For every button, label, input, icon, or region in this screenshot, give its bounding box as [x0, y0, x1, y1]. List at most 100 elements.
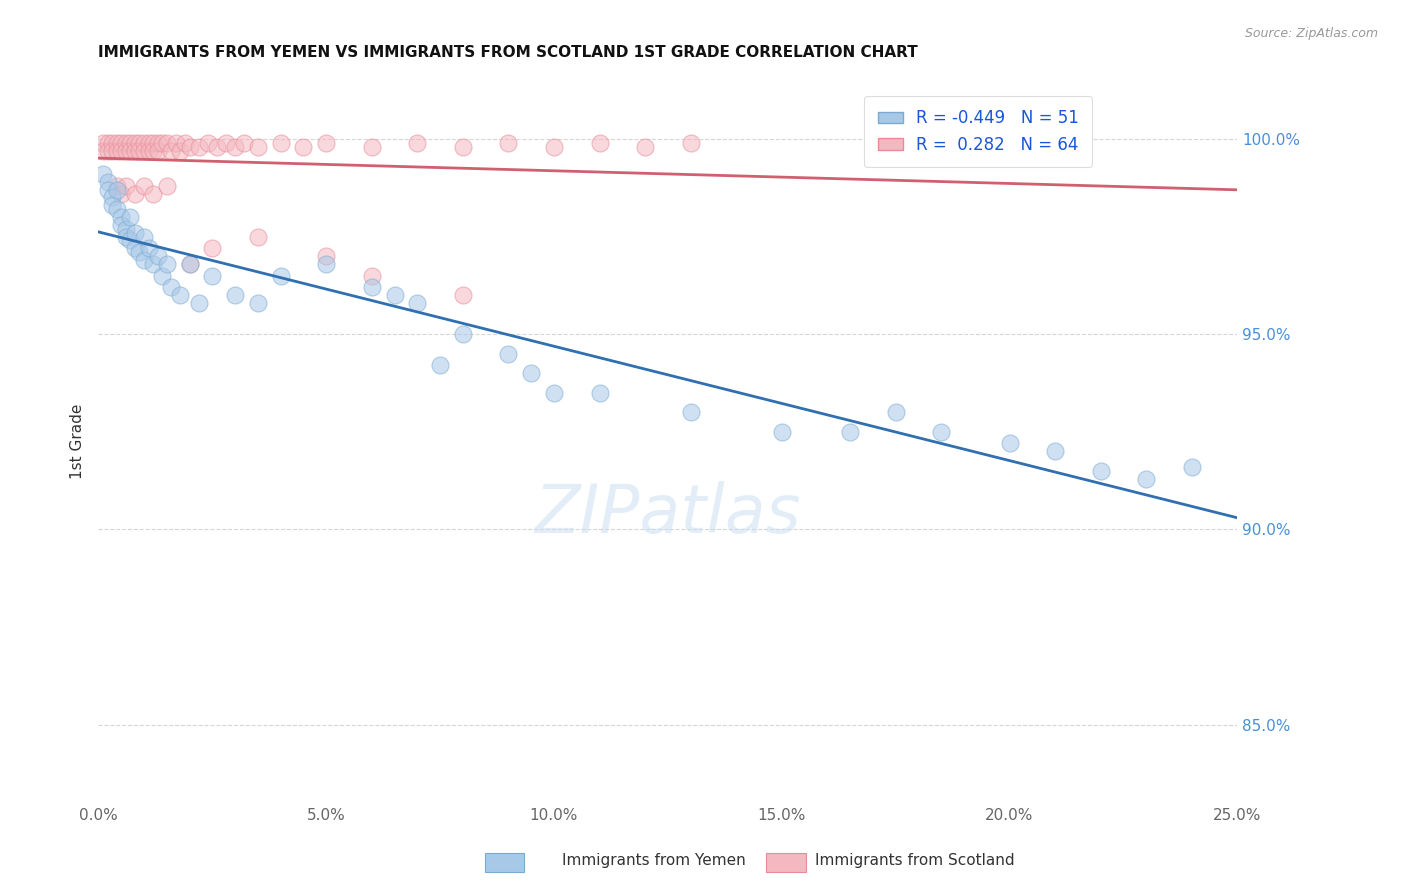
- Point: [543, 139, 565, 153]
- Point: [315, 257, 337, 271]
- Point: [406, 296, 429, 310]
- Point: [246, 229, 269, 244]
- Point: [197, 136, 219, 150]
- Point: [201, 241, 224, 255]
- Point: [839, 425, 862, 439]
- Point: [146, 136, 169, 150]
- Point: [105, 136, 128, 150]
- Point: [132, 144, 155, 158]
- Point: [360, 280, 382, 294]
- Text: IMMIGRANTS FROM YEMEN VS IMMIGRANTS FROM SCOTLAND 1ST GRADE CORRELATION CHART: IMMIGRANTS FROM YEMEN VS IMMIGRANTS FROM…: [98, 45, 918, 60]
- Point: [128, 136, 150, 150]
- Point: [142, 144, 165, 158]
- Point: [142, 257, 165, 271]
- Point: [179, 257, 201, 271]
- Point: [270, 136, 292, 150]
- Point: [96, 175, 118, 189]
- Text: Immigrants from Yemen: Immigrants from Yemen: [562, 854, 747, 868]
- Point: [679, 136, 702, 150]
- Point: [406, 136, 429, 150]
- Point: [91, 167, 114, 181]
- Point: [770, 425, 793, 439]
- Point: [124, 136, 146, 150]
- Point: [132, 229, 155, 244]
- Point: [128, 144, 150, 158]
- Point: [1090, 464, 1112, 478]
- Point: [1043, 444, 1066, 458]
- Point: [120, 144, 142, 158]
- Point: [132, 136, 155, 150]
- Point: [105, 202, 128, 216]
- Point: [179, 257, 201, 271]
- Point: [451, 288, 474, 302]
- Point: [360, 139, 382, 153]
- Point: [588, 136, 610, 150]
- Point: [205, 139, 228, 153]
- Point: [169, 288, 191, 302]
- Point: [679, 405, 702, 419]
- Point: [101, 136, 124, 150]
- Point: [138, 136, 160, 150]
- Point: [160, 280, 183, 294]
- Point: [124, 241, 146, 255]
- Point: [884, 405, 907, 419]
- Point: [246, 296, 269, 310]
- Point: [91, 144, 114, 158]
- Point: [138, 241, 160, 255]
- Point: [138, 144, 160, 158]
- Point: [150, 268, 173, 283]
- Point: [224, 139, 246, 153]
- Point: [165, 136, 187, 150]
- Point: [96, 136, 118, 150]
- Point: [114, 221, 136, 235]
- Point: [101, 190, 124, 204]
- Point: [360, 268, 382, 283]
- Point: [215, 136, 238, 150]
- Point: [233, 136, 256, 150]
- Point: [187, 296, 209, 310]
- Point: [110, 144, 132, 158]
- Point: [105, 178, 128, 193]
- Point: [105, 183, 128, 197]
- Point: [270, 268, 292, 283]
- Point: [96, 183, 118, 197]
- Point: [156, 178, 179, 193]
- Point: [146, 144, 169, 158]
- Point: [124, 226, 146, 240]
- Point: [120, 136, 142, 150]
- Point: [91, 136, 114, 150]
- Point: [224, 288, 246, 302]
- Point: [132, 252, 155, 267]
- Point: [142, 186, 165, 201]
- Point: [114, 178, 136, 193]
- Point: [110, 136, 132, 150]
- Point: [1181, 459, 1204, 474]
- Point: [634, 139, 657, 153]
- Point: [543, 385, 565, 400]
- Point: [179, 139, 201, 153]
- Point: [124, 186, 146, 201]
- Point: [588, 385, 610, 400]
- Text: Source: ZipAtlas.com: Source: ZipAtlas.com: [1244, 27, 1378, 40]
- Point: [187, 139, 209, 153]
- Point: [114, 136, 136, 150]
- Point: [156, 257, 179, 271]
- Point: [96, 144, 118, 158]
- Point: [384, 288, 406, 302]
- Point: [429, 359, 451, 373]
- Point: [998, 436, 1021, 450]
- Point: [246, 139, 269, 153]
- Point: [120, 234, 142, 248]
- Point: [929, 425, 952, 439]
- Point: [132, 178, 155, 193]
- Point: [169, 144, 191, 158]
- Point: [110, 210, 132, 224]
- Point: [110, 186, 132, 201]
- Point: [120, 210, 142, 224]
- Point: [1135, 472, 1157, 486]
- Y-axis label: 1st Grade: 1st Grade: [69, 404, 84, 479]
- Point: [101, 198, 124, 212]
- Point: [498, 346, 520, 360]
- Point: [128, 245, 150, 260]
- Point: [156, 136, 179, 150]
